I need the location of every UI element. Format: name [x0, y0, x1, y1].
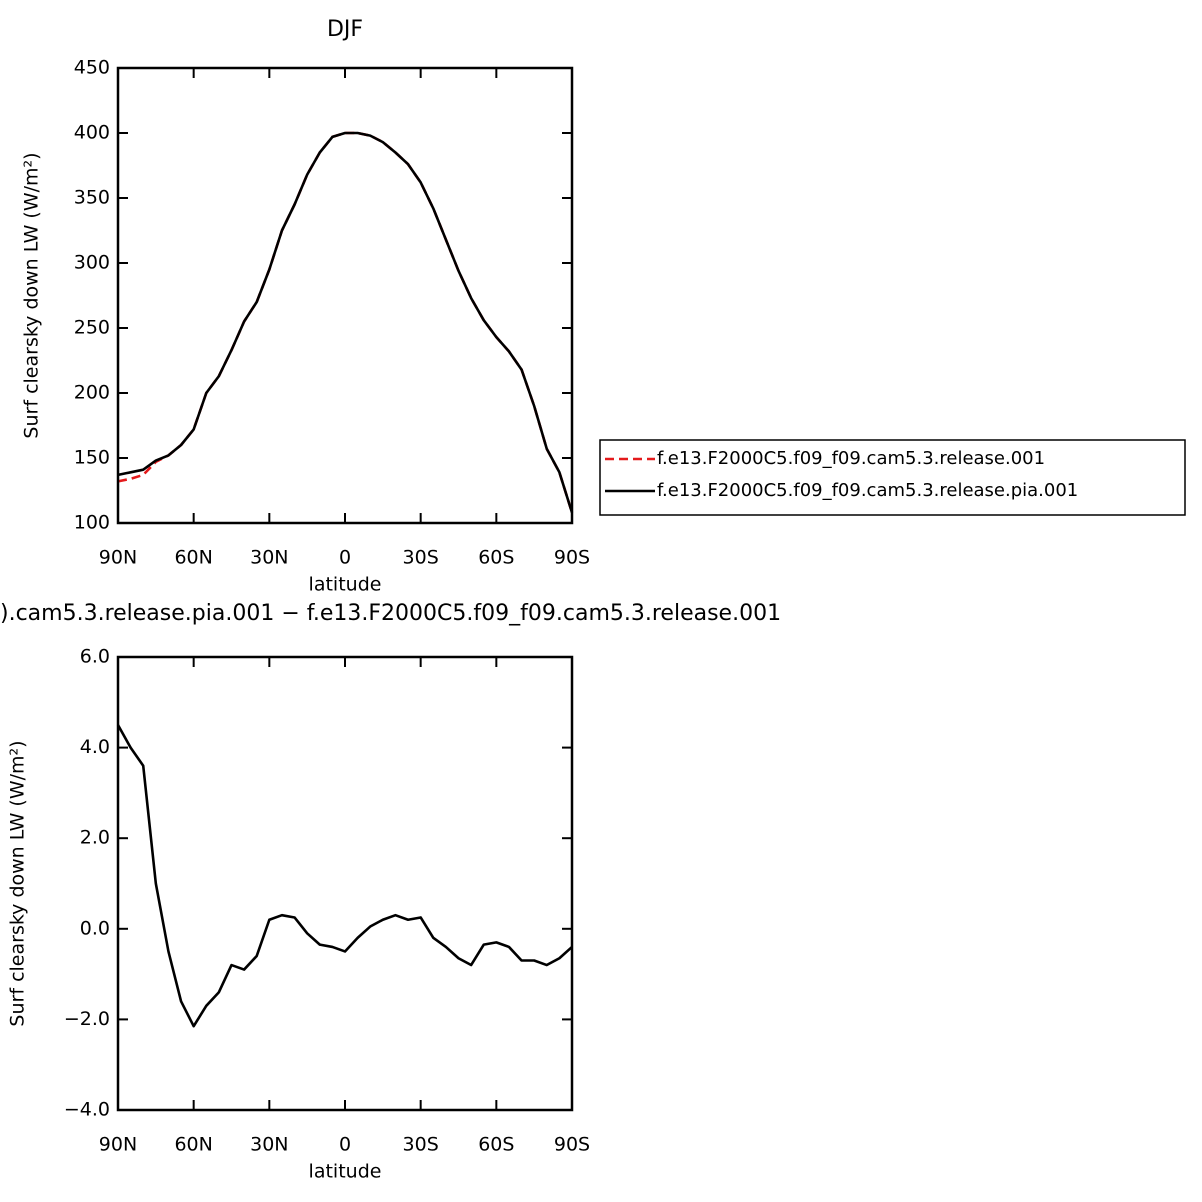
x-tick-label: 0 [339, 547, 351, 569]
y-tick-label: 4.0 [80, 736, 110, 758]
data-line [116, 724, 573, 1028]
y-tick-label: 350 [74, 187, 110, 209]
y-tick-label: 300 [74, 252, 110, 274]
x-tick-label: 60S [478, 547, 514, 569]
y-tick-label: 0.0 [80, 917, 110, 939]
y-axis-label: Surf clearsky down LW (W/m²) [7, 740, 29, 1026]
x-tick-label: 60N [174, 547, 212, 569]
y-tick-label: 250 [74, 317, 110, 339]
x-tick-label: 30N [250, 547, 288, 569]
y-tick-label: 2.0 [80, 827, 110, 849]
y-tick-label: 6.0 [80, 646, 110, 668]
data-line [117, 131, 574, 513]
y-axis-label: Surf clearsky down LW (W/m²) [21, 152, 43, 438]
legend-box [599, 439, 1186, 516]
x-axis-label: latitude [309, 574, 382, 596]
y-tick-label: −4.0 [64, 1099, 110, 1121]
y-tick-label: 200 [74, 382, 110, 404]
x-tick-label: 60N [174, 1134, 212, 1156]
y-tick-label: −2.0 [64, 1008, 110, 1030]
chart-title: DJF [327, 17, 363, 42]
y-tick-label: 450 [74, 57, 110, 79]
x-axis-label: latitude [309, 1161, 382, 1183]
data-line [117, 131, 574, 513]
y-tick-label: 100 [74, 512, 110, 534]
x-tick-label: 90N [99, 547, 137, 569]
x-tick-label: 90N [99, 1134, 137, 1156]
plot-frame [116, 655, 574, 1112]
x-tick-label: 90S [554, 547, 590, 569]
x-tick-label: 60S [478, 1134, 514, 1156]
x-tick-label: 30N [250, 1134, 288, 1156]
y-tick-label: 150 [74, 447, 110, 469]
legend-label: f.e13.F2000C5.f09_f09.cam5.3.release.pia… [657, 480, 1078, 501]
x-tick-label: 30S [403, 1134, 439, 1156]
x-tick-label: 90S [554, 1134, 590, 1156]
x-tick-label: 30S [403, 547, 439, 569]
y-tick-label: 400 [74, 122, 110, 144]
chart-title: ).cam5.3.release.pia.001 − f.e13.F2000C5… [0, 601, 781, 626]
legend-label: f.e13.F2000C5.f09_f09.cam5.3.release.001 [657, 448, 1045, 469]
x-tick-label: 0 [339, 1134, 351, 1156]
plot-frame [116, 66, 574, 525]
